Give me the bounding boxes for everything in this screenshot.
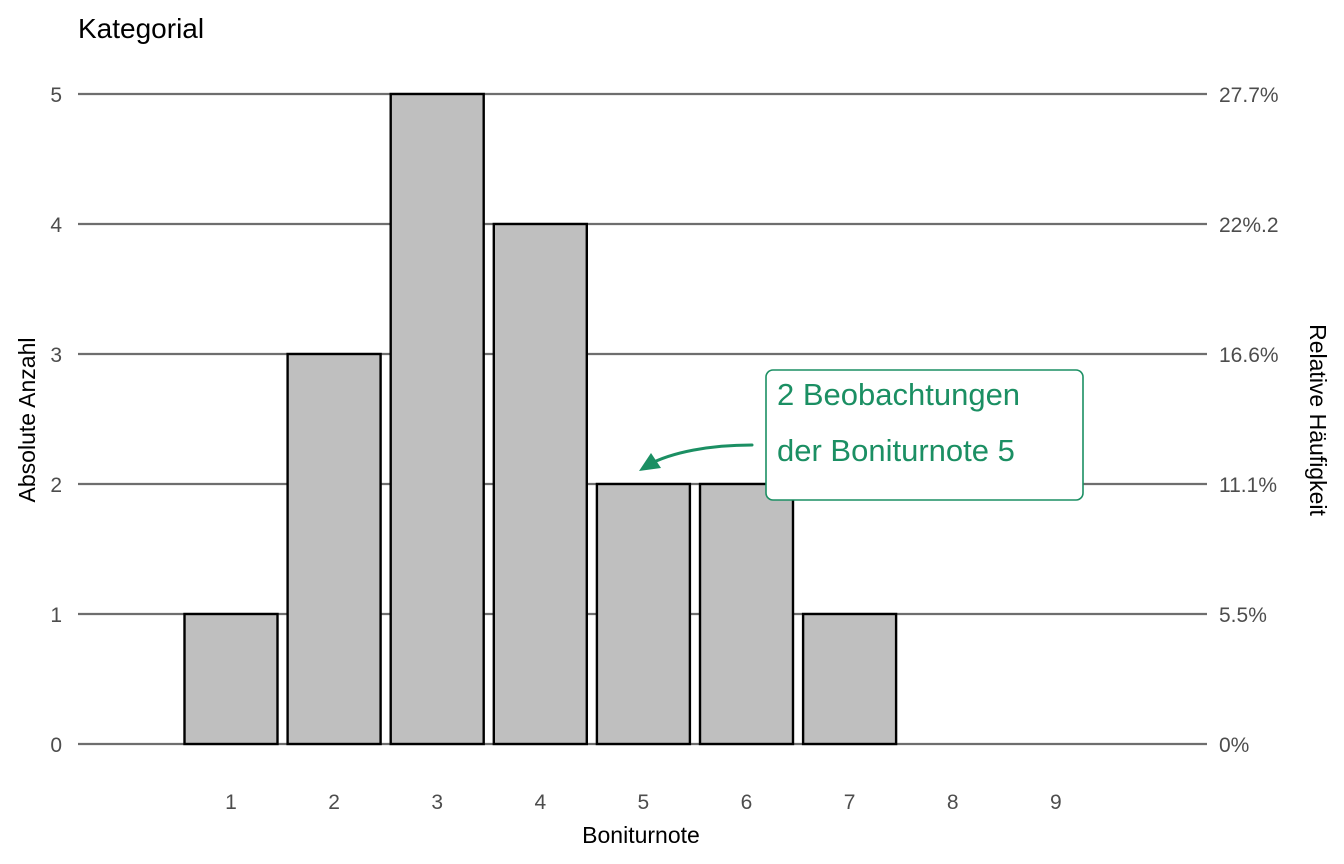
y-tick-label: 3 [50, 344, 62, 367]
x-axis-title: Boniturnote [582, 822, 700, 848]
y-tick-label: 1 [50, 604, 62, 627]
chart-title: Kategorial [78, 13, 204, 44]
y-axis-title: Absolute Anzahl [14, 338, 40, 503]
bar [389, 92, 485, 746]
y2-tick-label: 16.6% [1219, 344, 1279, 367]
y-tick-label: 5 [50, 84, 62, 107]
bar [801, 612, 898, 746]
bar [183, 612, 279, 746]
annotation: 2 Beobachtungen der Boniturnote 5 [639, 369, 1084, 501]
y2-axis-ticks: 0% 5.5% 11.1% 16.6% 22%.2 27.7% [1219, 84, 1279, 757]
y2-tick-label: 11.1% [1219, 474, 1277, 497]
bar [595, 482, 692, 746]
x-tick-label: 4 [534, 791, 546, 814]
x-tick-label: 2 [328, 791, 340, 814]
x-tick-label: 5 [638, 791, 650, 814]
y2-axis-title: Relative Häufigkeit [1305, 324, 1331, 516]
x-tick-label: 3 [431, 791, 443, 814]
bar [286, 352, 382, 746]
y-tick-label: 4 [50, 214, 62, 237]
x-tick-label: 6 [741, 791, 753, 814]
bar [492, 222, 588, 746]
y2-tick-label: 0% [1219, 734, 1249, 757]
y-axis-ticks: 0 1 2 3 4 5 [50, 84, 62, 757]
annotation-text: der Boniturnote 5 [777, 433, 1015, 468]
annotation-arrow [646, 443, 754, 467]
x-tick-label: 7 [844, 791, 856, 814]
y2-tick-label: 5.5% [1219, 604, 1267, 627]
x-tick-label: 9 [1050, 791, 1062, 814]
y-tick-label: 2 [50, 474, 62, 497]
x-tick-label: 8 [947, 791, 959, 814]
y2-tick-label: 22%.2 [1219, 214, 1279, 237]
annotation-arrowhead [639, 453, 661, 471]
x-axis-ticks: 1 2 3 4 5 6 7 8 9 [225, 791, 1061, 814]
x-tick-label: 1 [225, 791, 237, 814]
bar [698, 482, 795, 746]
y2-tick-label: 27.7% [1219, 84, 1279, 107]
annotation-box [765, 369, 1084, 501]
bars [183, 92, 898, 746]
annotation-text: 2 Beobachtungen [777, 377, 1020, 412]
y-tick-label: 0 [50, 734, 62, 757]
